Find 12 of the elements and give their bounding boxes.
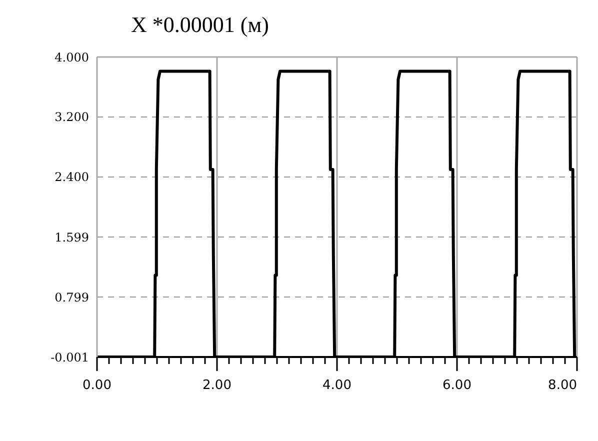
y-tick-label: 2.400 bbox=[54, 170, 89, 184]
x-tick-label: 0.00 bbox=[82, 378, 112, 393]
x-tick-label: 2.00 bbox=[202, 378, 232, 393]
y-tick-label: 3.200 bbox=[54, 110, 89, 124]
y-tick-label: 4.000 bbox=[54, 50, 89, 64]
y-tick-label: 1.599 bbox=[54, 230, 89, 244]
y-tick-label: 0.799 bbox=[54, 290, 89, 304]
x-tick-label: 6.00 bbox=[442, 378, 472, 393]
y-tick-label: -0.001 bbox=[50, 350, 89, 364]
x-tick-label: 8.00 bbox=[548, 378, 577, 393]
x-tick-label: 4.00 bbox=[322, 378, 352, 393]
chart-title: X *0.00001 (м) bbox=[131, 12, 269, 38]
